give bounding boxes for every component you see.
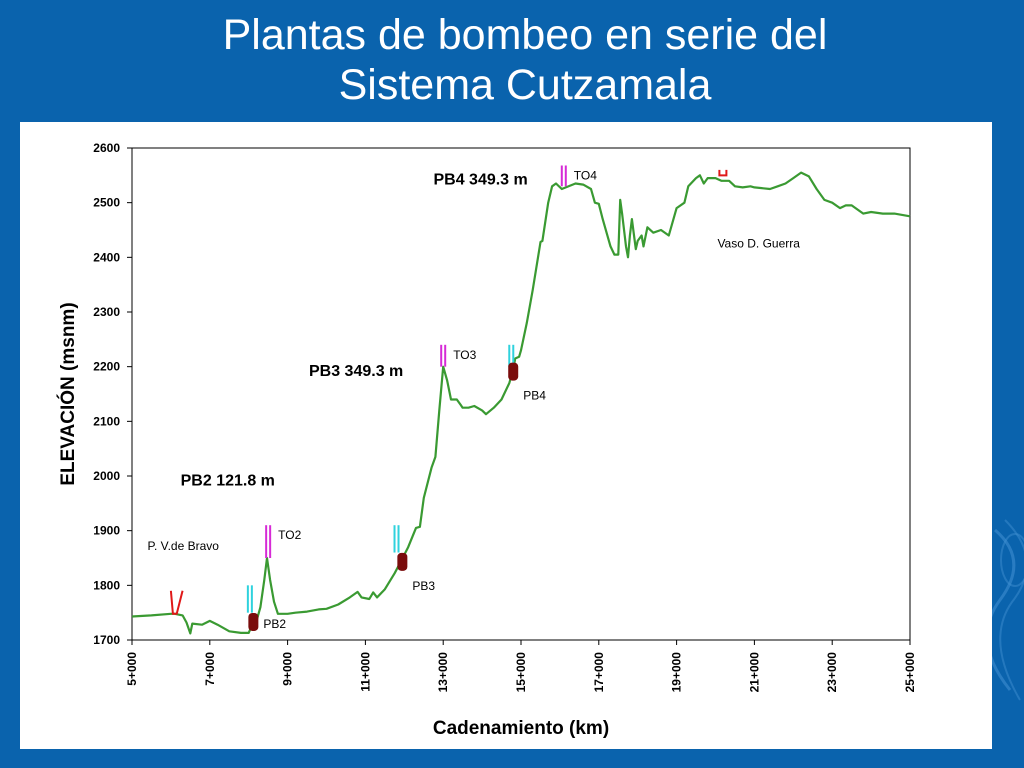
y-tick-label: 2600	[93, 141, 120, 155]
slide-title-line-2: Sistema Cutzamala	[338, 61, 712, 109]
y-tick-label: 1900	[93, 524, 120, 538]
x-tick-label: 7+000	[203, 652, 217, 686]
chart-panel: 1700 1800 1900 2000 2100 2200 2300 2400 2500 2600…	[20, 122, 992, 749]
x-tick-label: 23+000	[825, 652, 839, 693]
slide-title: Plantas de bombeo en serie del Sistema C…	[0, 10, 1024, 110]
y-tick-label: 2000	[93, 469, 120, 483]
y-tick-label: 2400	[93, 250, 120, 264]
elevation-profile-chart: 1700 1800 1900 2000 2100 2200 2300 2400 2500 2600…	[57, 141, 917, 739]
elevation-profile-line	[131, 171, 911, 635]
x-tick-label: 13+000	[436, 652, 450, 693]
x-axis-label: Cadenamiento (km)	[433, 718, 609, 739]
y-tick-label: 2100	[93, 414, 120, 428]
head-annotation: PB3 349.3 m	[309, 363, 403, 380]
x-tick-label: 19+000	[670, 652, 684, 693]
pump-station-label: PB3	[412, 579, 435, 593]
plot-frame	[131, 147, 911, 641]
pump-station-marker	[248, 612, 259, 631]
tower-label: TO4	[574, 168, 597, 182]
y-tick-label: 2200	[93, 360, 120, 374]
pump-station-marker	[508, 362, 519, 381]
head-annotation: PB2 121.8 m	[181, 472, 275, 489]
x-tick-label: 11+000	[358, 652, 372, 692]
x-tick-label: 21+000	[747, 652, 761, 693]
head-annotation: PB4 349.3 m	[433, 172, 527, 189]
tower-label: TO2	[278, 528, 301, 542]
slide-title-line-1: Plantas de bombeo en serie del	[222, 11, 828, 59]
pump-station-marker	[397, 552, 408, 571]
outlet-marker-guerra	[718, 169, 728, 177]
x-tick-label: 17+000	[592, 652, 606, 693]
site-annotation: Vaso D. Guerra	[717, 236, 800, 250]
x-tick-label: 5+000	[125, 652, 139, 686]
pump-station-label: PB4	[523, 389, 546, 403]
y-tick-label: 1700	[93, 633, 120, 647]
y-tick-label: 2300	[93, 305, 120, 319]
site-annotation: P. V.de Bravo	[148, 539, 220, 553]
pump-station-label: PB2	[263, 617, 286, 631]
x-tick-label: 9+000	[281, 652, 295, 686]
x-tick-label: 15+000	[514, 652, 528, 693]
y-tick-label: 1800	[93, 578, 120, 592]
intake-marker-bravo	[169, 590, 184, 615]
x-tick-label: 25+000	[903, 652, 917, 693]
y-tick-label: 2500	[93, 196, 120, 210]
y-axis-label: ELEVACIÓN (msnm)	[57, 302, 79, 485]
tower-label: TO3	[453, 348, 476, 362]
